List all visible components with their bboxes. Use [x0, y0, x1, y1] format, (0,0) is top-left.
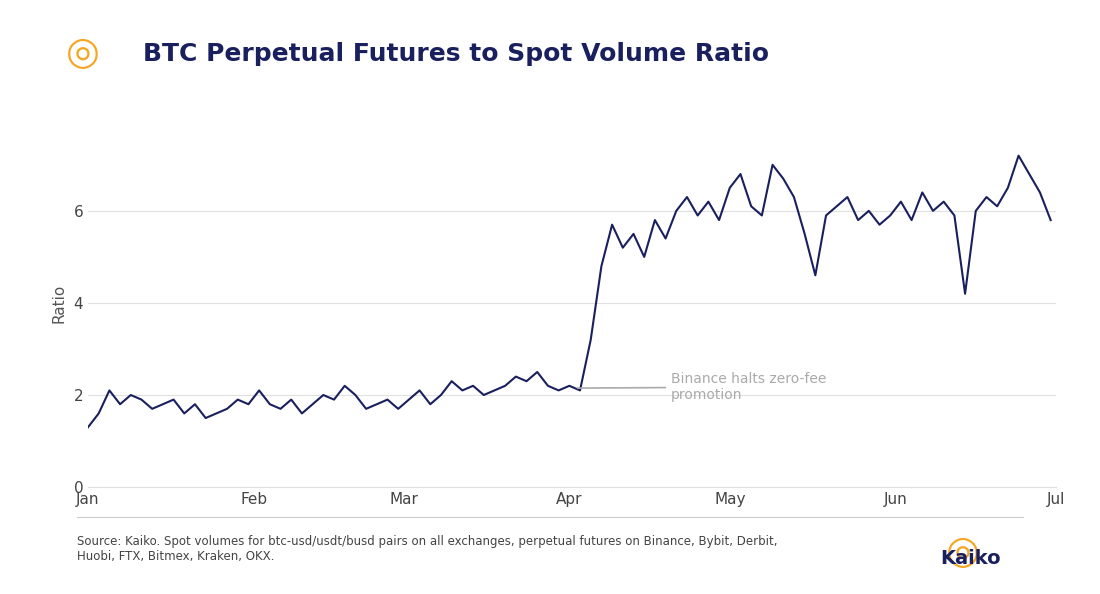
Text: BTC Perpetual Futures to Spot Volume Ratio: BTC Perpetual Futures to Spot Volume Rat… — [143, 42, 769, 65]
Text: Kaiko: Kaiko — [940, 549, 1001, 568]
Text: ◎: ◎ — [946, 533, 979, 571]
Y-axis label: Ratio: Ratio — [52, 283, 66, 323]
Text: Binance halts zero-fee
promotion: Binance halts zero-fee promotion — [578, 372, 826, 402]
Text: Source: Kaiko. Spot volumes for btc-usd/usdt/busd pairs on all exchanges, perpet: Source: Kaiko. Spot volumes for btc-usd/… — [77, 535, 778, 563]
Text: ◎: ◎ — [66, 34, 99, 72]
